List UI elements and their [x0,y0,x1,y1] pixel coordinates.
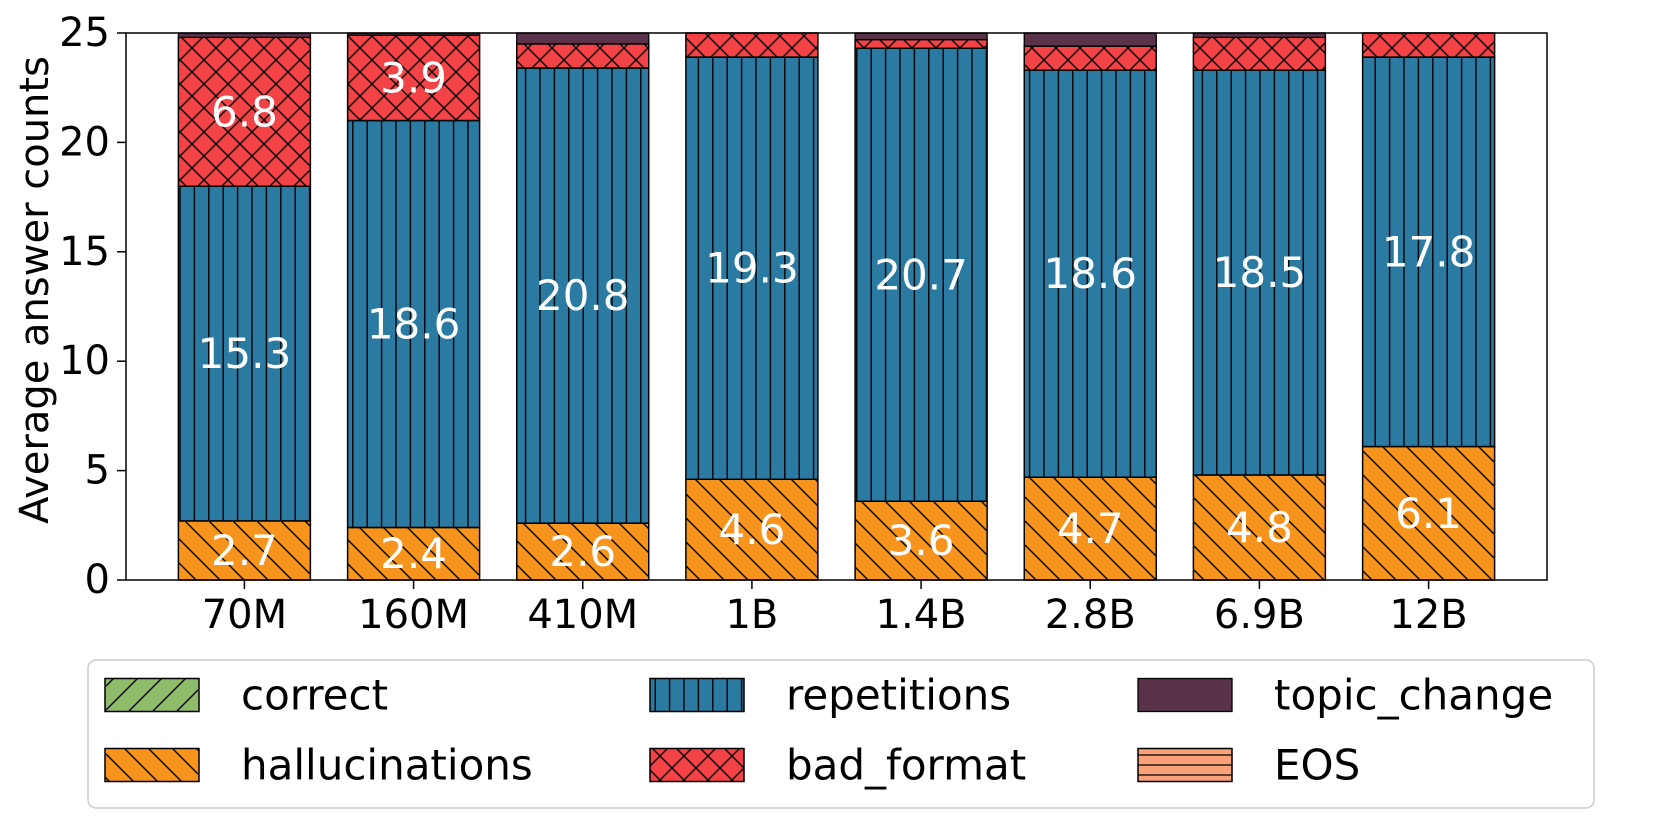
x-axis: 70M 160M 410M 1B 1.4B 2.8B 6.9B 12B [202,580,1468,638]
bar-hatch-bad-format-6-9b [1192,36,1327,71]
data-label-repetitions-6-9b: 18.5 [1213,248,1307,297]
plot-frame [125,32,1548,581]
legend-item-repetitions: repetitions [649,671,1011,720]
legend-item-correct: correct [104,671,388,720]
bar-hatch-hallucinations-410m [516,522,650,581]
legend-swatch-hatch-bad-format [649,747,745,783]
y-tick-label: 0 [85,557,110,603]
data-label-bad-format-70m: 6.8 [211,87,278,136]
legend-item-bad-format: bad_format [649,741,1026,790]
x-tick-label: 2.8B [1045,592,1136,638]
legend-swatch-hatch-correct [104,677,200,713]
data-label-repetitions-1b: 19.3 [705,244,799,293]
x-tick-label: 6.9B [1214,592,1305,638]
data-label-repetitions-70m: 15.3 [198,329,292,378]
x-tick-label: 12B [1389,592,1467,638]
legend-label-correct: correct [241,671,388,720]
legend-label-eos: EOS [1274,741,1360,790]
data-label-repetitions-410m: 20.8 [536,271,630,320]
bar-hatch-repetitions-12b [1361,56,1496,448]
y-tick-label: 25 [59,10,110,56]
bar-hatch-bad-format-160m [346,34,481,122]
x-tick-label: 70M [202,592,287,638]
data-label-repetitions-2-8b: 18.6 [1043,249,1137,298]
y-tick-label: 10 [59,338,110,384]
bar-hatch-hallucinations-1-4b [854,500,988,581]
legend-item-topic-change: topic_change [1137,671,1553,720]
legend-item-hallucinations: hallucinations [104,741,533,790]
y-axis-label: Average answer counts [12,56,58,524]
bar-hatch-repetitions-70m [177,185,312,522]
bar-hatch-repetitions-410m [516,67,650,524]
bar-topic-change-2-8b [1023,32,1157,47]
bar-hatch-repetitions-1-4b [854,47,988,502]
data-label-hallucinations-160m: 2.4 [380,529,447,578]
legend-swatch-hatch-repetitions [649,677,745,713]
bar-hatch-bad-format-2-8b [1023,45,1157,71]
bar-hatch-hallucinations-1b [685,478,819,581]
legend-label-bad-format: bad_format [786,741,1026,790]
x-tick-label: 160M [358,592,469,638]
y-tick-label: 20 [59,119,110,165]
data-label-hallucinations-2-8b: 4.7 [1057,504,1124,553]
y-axis: 0 5 10 15 20 25 [59,10,126,603]
legend-label-hallucinations: hallucinations [241,741,533,790]
data-label-hallucinations-1-4b: 3.6 [888,516,955,565]
bar-hatch-hallucinations-2-8b [1023,476,1157,581]
bar-hatch-bad-format-410m [516,43,650,69]
data-label-bad-format-160m: 3.9 [380,53,447,102]
data-label-hallucinations-12b: 6.1 [1395,489,1462,538]
bar-hatch-hallucinations-160m [346,526,481,581]
bar-hatch-bad-format-12b [1361,32,1496,58]
x-tick-label: 410M [527,592,638,638]
legend-label-repetitions: repetitions [786,671,1011,720]
data-label-repetitions-160m: 18.6 [367,300,461,349]
legend-swatch-topic-change [1137,677,1233,713]
x-tick-label: 1B [725,592,778,638]
legend-swatch-hatch-eos [1137,747,1233,783]
x-tick-label: 1.4B [876,592,967,638]
bar-hatch-bad-format-1-4b [854,38,988,49]
bar-hatch-bad-format-70m [177,36,312,187]
bar-hatch-repetitions-1b [685,56,819,481]
plot-area: 2.7 15.3 6.8 2.4 18.6 3.9 2.6 20.8 4.6 19.3 3.6 20.… [125,32,1548,581]
legend-swatch-hatch-hallucinations [104,747,200,783]
data-label-hallucinations-1b: 4.6 [719,505,786,554]
legend-label-topic-change: topic_change [1274,671,1553,720]
data-label-hallucinations-410m: 2.6 [549,527,616,576]
y-tick-label: 15 [59,229,110,275]
bar-hatch-repetitions-160m [346,119,481,529]
data-label-hallucinations-70m: 2.7 [211,526,278,575]
bar-topic-change-1-4b [854,32,988,41]
legend-item-eos: EOS [1137,741,1360,790]
bar-hatch-hallucinations-70m [177,520,312,581]
data-label-repetitions-1-4b: 20.7 [874,250,968,299]
legend: correct hallucinations repetitions bad_form… [87,659,1595,809]
y-tick-label: 5 [85,448,110,494]
bar-hatch-bad-format-1b [685,32,819,58]
data-label-repetitions-12b: 17.8 [1382,227,1476,276]
data-label-hallucinations-6-9b: 4.8 [1226,503,1293,552]
bar-hatch-repetitions-2-8b [1023,69,1157,478]
bar-topic-change-410m [516,32,650,45]
bar-hatch-repetitions-6-9b [1192,69,1327,476]
